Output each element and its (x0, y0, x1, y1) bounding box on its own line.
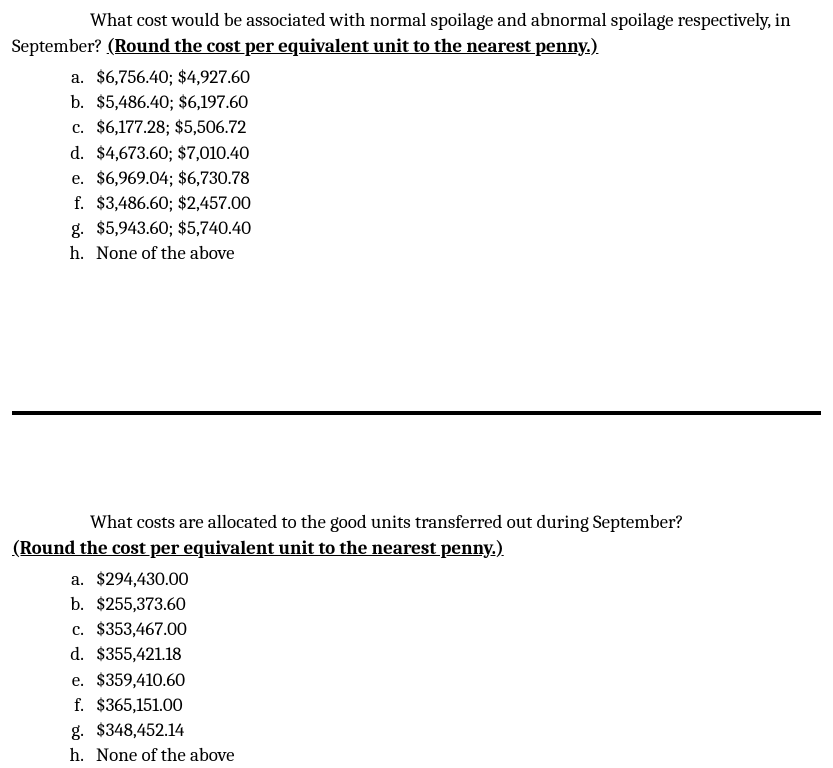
option-text: $255,373.60 (96, 592, 821, 617)
option-item: c. $6,177.28; $5,506.72 (66, 115, 821, 140)
option-letter: h. (66, 241, 96, 266)
question-1-options: a. $6,756.40; $4,927.60 b. $5,486.40; $6… (12, 65, 821, 266)
option-item: c. $353,467.00 (66, 617, 821, 642)
option-text: $6,969.04; $6,730.78 (96, 166, 821, 191)
option-letter: c. (66, 617, 96, 642)
option-letter: f. (66, 191, 96, 216)
option-letter: g. (66, 216, 96, 241)
option-item: b. $255,373.60 (66, 592, 821, 617)
option-letter: a. (66, 567, 96, 592)
option-text: $359,410.60 (96, 668, 821, 693)
option-item: f. $365,151.00 (66, 693, 821, 718)
section-divider (12, 411, 821, 415)
option-item: e. $6,969.04; $6,730.78 (66, 166, 821, 191)
question-2-options: a. $294,430.00 b. $255,373.60 c. $353,46… (12, 567, 821, 768)
option-text: $355,421.18 (96, 642, 821, 667)
option-text: $353,467.00 (96, 617, 821, 642)
option-item: f. $3,486.60; $2,457.00 (66, 191, 821, 216)
option-item: g. $348,452.14 (66, 718, 821, 743)
option-item: a. $294,430.00 (66, 567, 821, 592)
option-letter: g. (66, 718, 96, 743)
option-letter: d. (66, 642, 96, 667)
option-item: d. $355,421.18 (66, 642, 821, 667)
question-1-text-bold: (Round the cost per equivalent unit to t… (107, 35, 599, 57)
option-text: None of the above (96, 743, 821, 768)
option-item: h. None of the above (66, 743, 821, 768)
option-text: $6,177.28; $5,506.72 (96, 115, 821, 140)
option-item: h. None of the above (66, 241, 821, 266)
option-item: a. $6,756.40; $4,927.60 (66, 65, 821, 90)
option-letter: e. (66, 668, 96, 693)
question-2-text-part1: What costs are allocated to the good uni… (90, 511, 684, 533)
option-text: $4,673.60; $7,010.40 (96, 141, 821, 166)
question-1-block: What cost would be associated with norma… (12, 8, 821, 266)
question-2-block: What costs are allocated to the good uni… (12, 510, 821, 768)
option-text: $365,151.00 (96, 693, 821, 718)
option-item: b. $5,486.40; $6,197.60 (66, 90, 821, 115)
question-2-prompt: What costs are allocated to the good uni… (12, 510, 821, 561)
option-item: d. $4,673.60; $7,010.40 (66, 141, 821, 166)
option-letter: a. (66, 65, 96, 90)
option-letter: h. (66, 743, 96, 768)
option-item: g. $5,943.60; $5,740.40 (66, 216, 821, 241)
option-text: $348,452.14 (96, 718, 821, 743)
question-1-prompt: What cost would be associated with norma… (12, 8, 821, 59)
option-text: $5,943.60; $5,740.40 (96, 216, 821, 241)
option-text: None of the above (96, 241, 821, 266)
option-text: $5,486.40; $6,197.60 (96, 90, 821, 115)
option-letter: f. (66, 693, 96, 718)
option-letter: e. (66, 166, 96, 191)
option-item: e. $359,410.60 (66, 668, 821, 693)
option-text: $6,756.40; $4,927.60 (96, 65, 821, 90)
option-letter: c. (66, 115, 96, 140)
option-letter: d. (66, 141, 96, 166)
option-letter: b. (66, 592, 96, 617)
option-letter: b. (66, 90, 96, 115)
question-2-text-bold: (Round the cost per equivalent unit to t… (12, 537, 504, 559)
option-text: $294,430.00 (96, 567, 821, 592)
option-text: $3,486.60; $2,457.00 (96, 191, 821, 216)
